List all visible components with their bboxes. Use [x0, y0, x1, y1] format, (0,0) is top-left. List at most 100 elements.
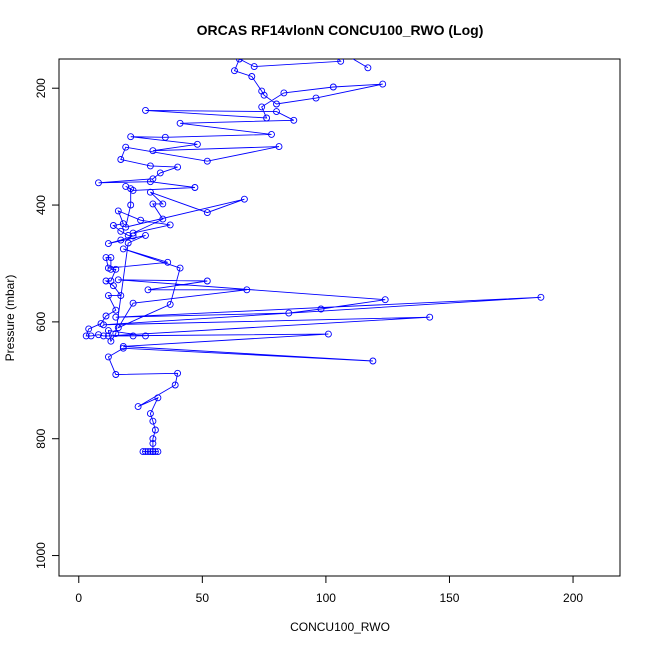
plot-area	[82, 59, 545, 456]
data-point	[285, 309, 293, 317]
data-point	[149, 439, 157, 447]
y-axis-label: Pressure (mbar)	[3, 275, 17, 362]
data-point	[176, 264, 184, 272]
data-point	[154, 448, 162, 456]
data-point	[142, 106, 149, 114]
data-point	[109, 282, 117, 290]
data-point	[149, 435, 157, 443]
data-point	[82, 332, 90, 340]
data-point	[124, 239, 132, 247]
data-point	[164, 258, 172, 266]
data-point	[144, 286, 152, 294]
y-tick-label: 600	[34, 312, 48, 332]
data-point	[117, 227, 125, 235]
data-point	[112, 306, 120, 314]
data-point	[112, 330, 120, 338]
data-point	[240, 195, 248, 203]
data-point	[142, 332, 149, 340]
data-point	[119, 342, 127, 350]
data-point	[119, 344, 127, 352]
data-point	[176, 119, 184, 127]
data-point	[134, 403, 142, 411]
y-tick-label: 1000	[34, 542, 48, 569]
data-point	[117, 156, 125, 163]
data-point	[426, 313, 434, 321]
data-point	[122, 143, 130, 151]
data-point	[112, 313, 120, 321]
data-point	[104, 240, 112, 248]
data-point	[290, 116, 298, 124]
data-point	[151, 448, 159, 456]
data-point	[268, 130, 275, 138]
y-tick-label: 800	[34, 428, 48, 448]
data-point	[149, 417, 157, 425]
data-point	[156, 169, 164, 177]
data-point	[258, 103, 266, 111]
data-point	[107, 254, 115, 262]
data-point	[129, 332, 137, 340]
data-point	[174, 369, 182, 377]
data-point	[107, 337, 115, 345]
data-point	[149, 448, 157, 456]
data-point	[87, 332, 95, 340]
data-point	[381, 296, 389, 304]
data-point	[104, 327, 112, 335]
data-point	[159, 200, 167, 208]
data-point	[112, 371, 120, 378]
x-axis: 0 50 100 150 200	[75, 575, 583, 605]
data-point	[329, 83, 337, 91]
data-point	[231, 67, 238, 75]
data-point	[193, 140, 201, 148]
data-point	[142, 448, 149, 456]
data-point	[129, 186, 137, 194]
data-point	[85, 325, 93, 333]
y-tick-label: 400	[34, 195, 48, 215]
data-point	[100, 332, 107, 340]
data-point	[122, 223, 130, 231]
data-point	[139, 448, 147, 456]
x-tick-label: 200	[563, 591, 583, 605]
data-point	[149, 147, 157, 155]
data-point	[154, 394, 162, 402]
data-point	[364, 64, 372, 72]
x-tick-label: 100	[316, 591, 336, 605]
chart-title: ORCAS RF14vlonN CONCU100_RWO (Log)	[197, 22, 484, 38]
data-point	[166, 300, 174, 308]
data-point	[275, 143, 283, 151]
series-line	[85, 59, 541, 453]
data-point	[166, 221, 174, 229]
data-point	[379, 80, 387, 88]
data-point	[174, 163, 182, 171]
data-point	[127, 201, 135, 209]
data-point	[146, 410, 154, 418]
data-point	[203, 157, 211, 165]
data-point	[144, 448, 152, 456]
data-point	[149, 200, 157, 208]
data-point	[203, 209, 211, 217]
data-point	[95, 331, 102, 339]
data-point	[117, 292, 125, 300]
data-point	[107, 265, 115, 273]
data-point	[122, 182, 130, 190]
data-point	[273, 100, 280, 108]
data-point	[112, 265, 120, 273]
data-point	[104, 292, 112, 300]
series-points	[82, 59, 545, 456]
data-point	[146, 188, 154, 196]
data-point	[104, 353, 112, 361]
data-point	[119, 245, 127, 253]
data-point	[317, 305, 325, 313]
data-point	[171, 381, 179, 389]
y-axis: 200 400 600 800 1000	[34, 78, 60, 569]
data-point	[191, 184, 199, 191]
data-point	[129, 299, 137, 307]
data-point	[97, 320, 105, 328]
data-point	[117, 236, 125, 244]
data-point	[263, 114, 271, 122]
data-point	[151, 426, 159, 434]
data-point	[149, 175, 157, 183]
data-point	[146, 162, 154, 170]
data-point	[114, 324, 122, 332]
data-point	[114, 207, 122, 215]
